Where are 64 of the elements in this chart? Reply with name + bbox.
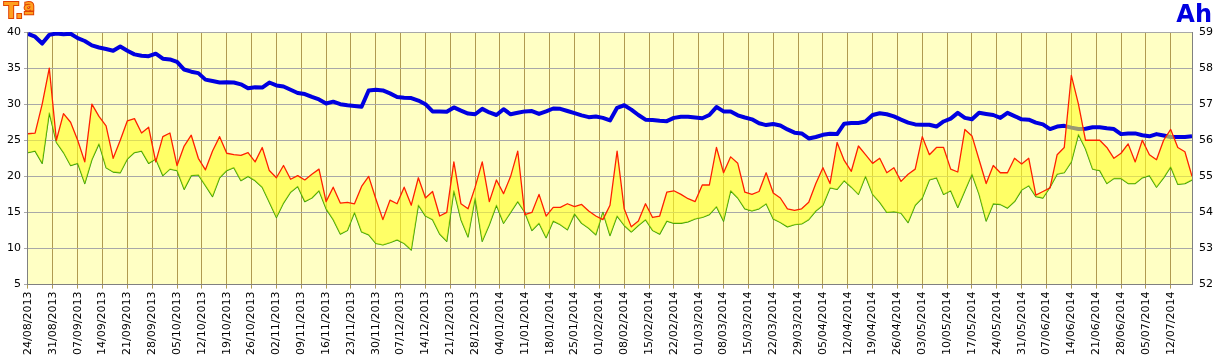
x-tick-label: 07/06/2014 <box>1039 291 1053 356</box>
y2-tick-label: 58 <box>1199 60 1213 74</box>
y-tick-label: 40 <box>7 24 21 38</box>
x-tick-label: 07/12/2013 <box>393 291 407 356</box>
x-tick-label: 28/09/2013 <box>145 291 159 356</box>
x-tick-label: 01/03/2014 <box>691 291 705 356</box>
x-tick-label: 16/11/2013 <box>318 291 332 356</box>
y2-tick-label: 56 <box>1199 133 1213 147</box>
x-tick-label: 09/11/2013 <box>294 291 308 356</box>
y2-tick-label: 52 <box>1199 277 1213 291</box>
x-tick-label: 28/06/2014 <box>1113 291 1127 356</box>
x-tick-label: 02/11/2013 <box>269 291 283 356</box>
y2-tick-label: 53 <box>1199 241 1213 255</box>
y2-tick-label: 57 <box>1199 97 1213 111</box>
x-tick-label: 18/01/2014 <box>542 291 556 356</box>
x-tick-label: 15/02/2014 <box>641 291 655 356</box>
x-tick-label: 12/10/2013 <box>194 291 208 356</box>
x-tick-label: 22/02/2014 <box>666 291 680 356</box>
x-tick-label: 14/06/2014 <box>1064 291 1078 356</box>
x-tick-label: 12/04/2014 <box>840 291 854 356</box>
y-axis-title: T.ª <box>4 0 35 23</box>
x-tick-label: 17/05/2014 <box>964 291 978 356</box>
x-tick-label: 29/03/2014 <box>790 291 804 356</box>
x-tick-label: 31/08/2013 <box>45 291 59 356</box>
x-tick-label: 12/07/2014 <box>1163 291 1177 356</box>
x-tick-label: 31/05/2014 <box>1014 291 1028 356</box>
x-tick-label: 21/09/2013 <box>120 291 134 356</box>
y-tick-label: 20 <box>7 169 21 183</box>
x-tick-label: 04/01/2014 <box>492 291 506 356</box>
y2-tick-label: 55 <box>1199 169 1213 183</box>
x-tick-label: 24/05/2014 <box>989 291 1003 356</box>
x-tick-label: 07/09/2013 <box>70 291 84 356</box>
x-tick-label: 05/07/2014 <box>1138 291 1152 356</box>
x-tick-label: 22/03/2014 <box>766 291 780 356</box>
x-tick-label: 08/03/2014 <box>716 291 730 356</box>
y2-tick-label: 54 <box>1199 205 1213 219</box>
x-tick-label: 24/08/2013 <box>20 291 34 356</box>
x-tick-label: 23/11/2013 <box>343 291 357 356</box>
x-tick-label: 26/04/2014 <box>890 291 904 356</box>
x-tick-label: 14/09/2013 <box>95 291 109 356</box>
x-tick-label: 15/03/2014 <box>741 291 755 356</box>
y-tick-label: 35 <box>7 60 21 74</box>
x-tick-label: 19/10/2013 <box>219 291 233 356</box>
x-tick-label: 08/02/2014 <box>617 291 631 356</box>
y-tick-label: 10 <box>7 241 21 255</box>
x-tick-label: 25/01/2014 <box>567 291 581 356</box>
y-tick-label: 5 <box>14 277 21 291</box>
x-tick-label: 21/06/2014 <box>1089 291 1103 356</box>
x-tick-label: 19/04/2014 <box>865 291 879 356</box>
y-tick-label: 15 <box>7 205 21 219</box>
x-tick-label: 28/12/2013 <box>468 291 482 356</box>
x-tick-label: 05/10/2013 <box>169 291 183 356</box>
x-tick-label: 11/01/2014 <box>517 291 531 356</box>
x-tick-label: 10/05/2014 <box>940 291 953 356</box>
x-tick-label: 26/10/2013 <box>244 291 258 356</box>
x-tick-label: 05/04/2014 <box>815 291 829 356</box>
x-tick-label: 14/12/2013 <box>418 291 432 356</box>
y-tick-label: 30 <box>7 97 21 111</box>
y-tick-label: 25 <box>7 133 21 147</box>
x-tick-label: 21/12/2013 <box>443 291 457 356</box>
x-tick-label: 03/05/2014 <box>915 291 929 356</box>
x-tick-label: 30/11/2013 <box>368 291 382 356</box>
x-tick-label: 01/02/2014 <box>592 291 606 356</box>
y2-tick-label: 59 <box>1199 24 1213 38</box>
